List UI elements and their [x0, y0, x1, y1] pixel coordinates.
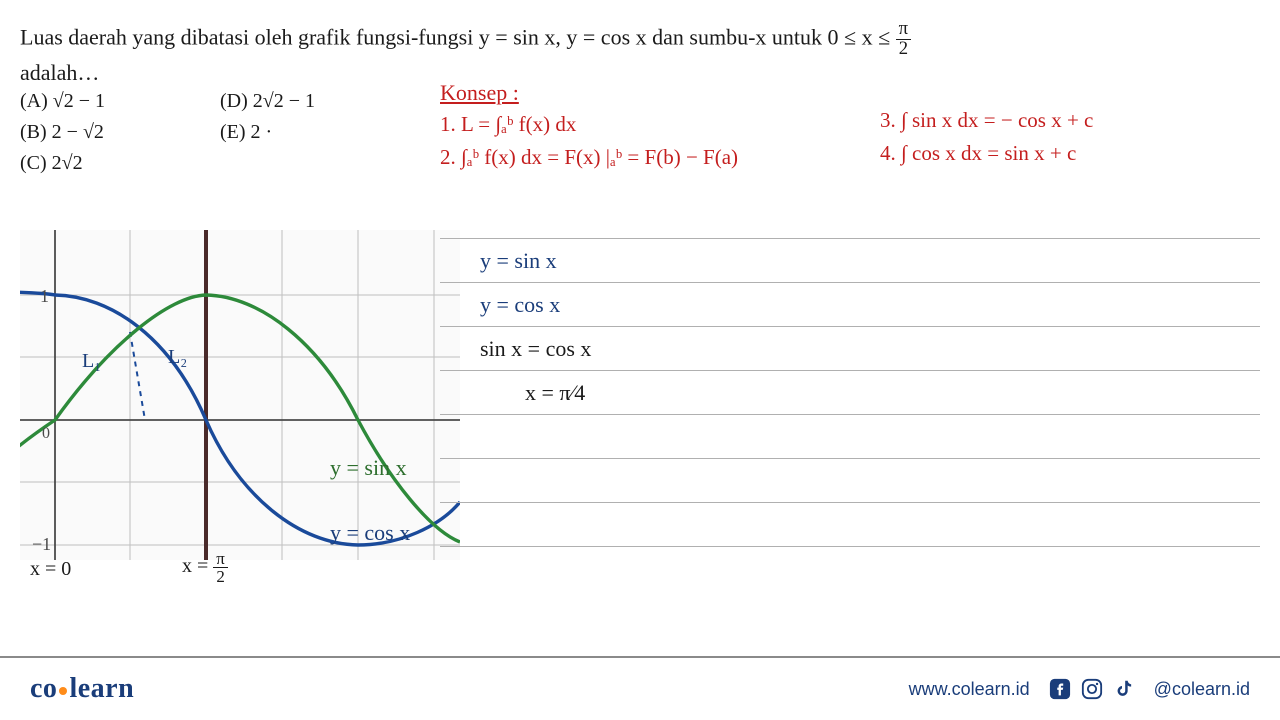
question-text: Luas daerah yang dibatasi oleh grafik fu… — [20, 20, 1260, 88]
footer-url: www.colearn.id — [909, 679, 1030, 700]
brand-logo: colearn — [30, 673, 134, 705]
footer-right: www.colearn.id @colearn.id — [909, 677, 1250, 701]
ytick-m1: −1 — [32, 534, 51, 554]
instagram-icon — [1080, 677, 1104, 701]
konsep-line-1: 1. L = ∫ₐᵇ f(x) dx — [440, 112, 738, 137]
graph-panel: 1 −1 0 L₁ L₂ y = sin x y = cos x — [20, 230, 460, 560]
origin-label: 0 — [42, 425, 50, 442]
option-a: (A) √2 − 1 — [20, 90, 130, 113]
konsep-block-right: 3. ∫ sin x dx = − cos x + c 4. ∫ cos x d… — [880, 108, 1093, 174]
work-line-2: y = cos x — [440, 282, 1260, 326]
konsep-line-4: 4. ∫ cos x dx = sin x + c — [880, 141, 1093, 166]
graph-bg — [20, 230, 460, 560]
pi2-frac-annot: π 2 — [213, 550, 228, 585]
pi-over-2-frac: π 2 — [896, 20, 911, 58]
work-line-blank-3 — [440, 502, 1260, 546]
footer-bar: colearn www.colearn.id @colearn.id — [0, 656, 1280, 720]
konsep-title: Konsep : — [440, 80, 738, 106]
region-l2-label: L₂ — [168, 346, 187, 369]
x-equals-pi2-label: x = π 2 — [182, 550, 228, 585]
question-prefix: Luas daerah yang dibatasi oleh grafik fu… — [20, 24, 896, 49]
work-line-blank-2 — [440, 458, 1260, 502]
work-line-4: x = π⁄4 — [440, 370, 1260, 414]
work-line-1: y = sin x — [440, 238, 1260, 282]
region-l1-label: L₁ — [82, 350, 101, 373]
sin-curve-label: y = sin x — [330, 455, 407, 481]
option-c: (C) 2√2 — [20, 152, 130, 175]
brand-dot-icon — [59, 687, 67, 695]
trig-graph-svg: 1 −1 0 — [20, 230, 460, 560]
konsep-block: Konsep : 1. L = ∫ₐᵇ f(x) dx 2. ∫ₐᵇ f(x) … — [440, 80, 738, 178]
x-equals-0-label: x = 0 — [30, 558, 71, 581]
footer-handle: @colearn.id — [1154, 679, 1250, 700]
konsep-line-3: 3. ∫ sin x dx = − cos x + c — [880, 108, 1093, 133]
work-line-3: sin x = cos x — [440, 326, 1260, 370]
option-e: (E) 2 · — [220, 121, 330, 144]
option-d: (D) 2√2 − 1 — [220, 90, 330, 113]
working-area: y = sin x y = cos x sin x = cos x x = π⁄… — [440, 238, 1260, 590]
social-icons — [1048, 677, 1136, 701]
ytick-1: 1 — [40, 286, 49, 306]
option-b: (B) 2 − √2 — [20, 121, 130, 144]
konsep-line-2: 2. ∫ₐᵇ f(x) dx = F(x) |ₐᵇ = F(b) − F(a) — [440, 145, 738, 170]
question-suffix: adalah… — [20, 60, 99, 85]
work-line-blank-1 — [440, 414, 1260, 458]
tiktok-icon — [1112, 677, 1136, 701]
work-line-blank-4 — [440, 546, 1260, 590]
answer-options: (A) √2 − 1 (D) 2√2 − 1 (B) 2 − √2 (E) 2 … — [20, 90, 330, 183]
cos-curve-label: y = cos x — [330, 520, 410, 546]
facebook-icon — [1048, 677, 1072, 701]
